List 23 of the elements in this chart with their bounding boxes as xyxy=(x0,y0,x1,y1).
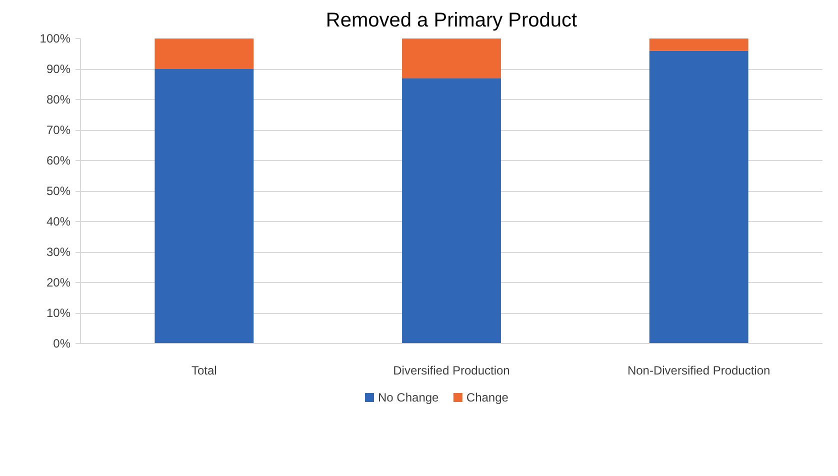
bar xyxy=(154,38,254,69)
y-tick-label: 40% xyxy=(46,214,71,228)
y-tick-label: 10% xyxy=(46,306,71,320)
bar xyxy=(649,50,748,344)
y-tick-label: 80% xyxy=(46,92,71,106)
x-tick-label: Total xyxy=(191,364,217,378)
y-tick-label: 20% xyxy=(46,276,71,290)
x-tick-label: Diversified Production xyxy=(393,364,510,378)
y-tick-label: 60% xyxy=(46,154,71,168)
bar xyxy=(402,38,501,78)
y-tick-label: 0% xyxy=(53,336,71,350)
bar xyxy=(154,69,254,344)
legend-label: No Change xyxy=(378,390,440,404)
y-tick-label: 70% xyxy=(46,123,71,137)
y-tick-label: 50% xyxy=(46,184,71,198)
bar xyxy=(402,78,501,344)
bar xyxy=(649,38,748,51)
y-tick-label: 30% xyxy=(46,245,71,259)
y-tick-label: 90% xyxy=(46,62,71,76)
x-tick-label: Non-Diversified Production xyxy=(627,364,770,378)
chart-title: Removed a Primary Product xyxy=(326,10,578,32)
legend-label: Change xyxy=(466,390,509,404)
y-tick-label: 100% xyxy=(40,32,71,46)
